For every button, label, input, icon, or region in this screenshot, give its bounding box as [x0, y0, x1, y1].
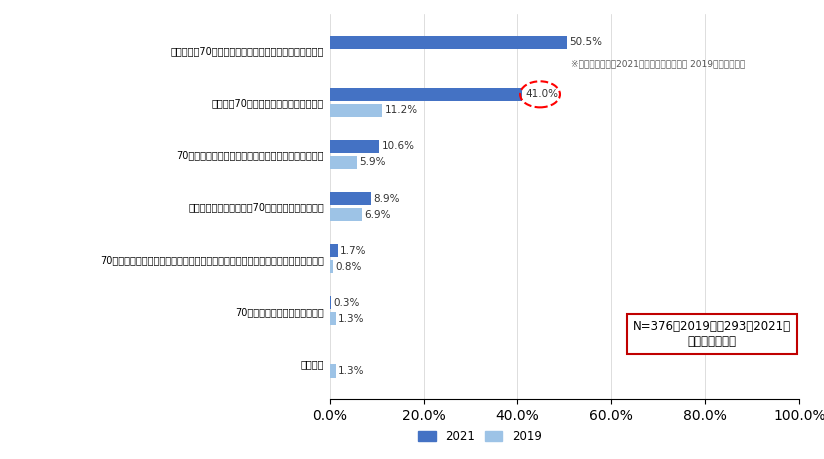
- Bar: [330, 104, 382, 117]
- Text: 6.9%: 6.9%: [364, 209, 391, 219]
- Text: 1.3%: 1.3%: [338, 314, 364, 324]
- Text: 50.5%: 50.5%: [569, 37, 602, 47]
- Text: 0.8%: 0.8%: [335, 262, 362, 272]
- Bar: [330, 364, 335, 378]
- Text: 10.6%: 10.6%: [382, 141, 414, 151]
- Bar: [330, 260, 334, 273]
- Bar: [330, 192, 372, 205]
- Text: ※「実施せず」は2021年の追加項目のため 2019年は回答なし: ※「実施せず」は2021年の追加項目のため 2019年は回答なし: [570, 59, 745, 68]
- Bar: [330, 88, 522, 101]
- Text: N=376（2019）、293（2021）
（複数選択可）: N=376（2019）、293（2021） （複数選択可）: [634, 320, 791, 348]
- Text: 1.7%: 1.7%: [340, 246, 367, 256]
- Text: 5.9%: 5.9%: [359, 157, 386, 168]
- Bar: [330, 244, 338, 257]
- Text: 0.3%: 0.3%: [334, 298, 360, 308]
- Text: 8.9%: 8.9%: [374, 194, 400, 204]
- Bar: [330, 208, 362, 221]
- Text: 41.0%: 41.0%: [526, 90, 559, 99]
- Bar: [330, 312, 335, 325]
- Text: 11.2%: 11.2%: [385, 105, 418, 115]
- Bar: [330, 296, 331, 309]
- Legend: 2021, 2019: 2021, 2019: [414, 425, 546, 448]
- Text: 1.3%: 1.3%: [338, 366, 364, 376]
- Bar: [330, 35, 567, 49]
- Bar: [330, 140, 379, 153]
- Bar: [330, 156, 358, 169]
